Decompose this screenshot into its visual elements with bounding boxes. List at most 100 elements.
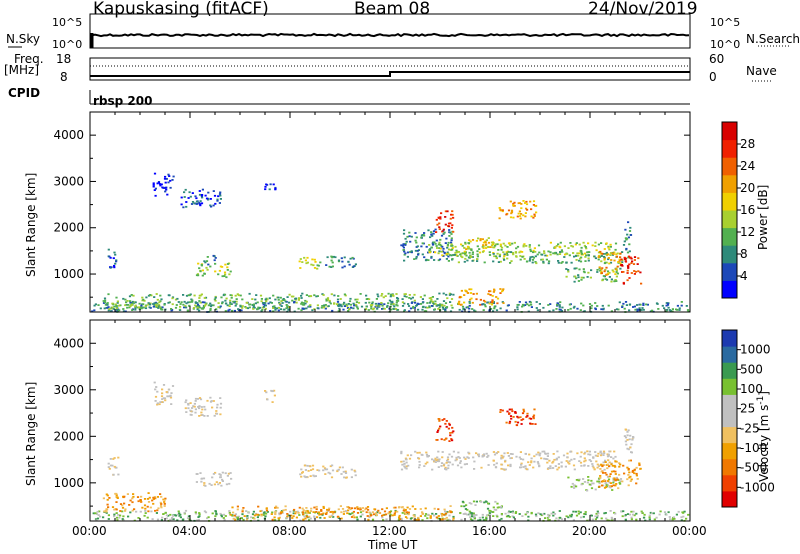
velocity-cell <box>403 511 406 514</box>
power-cell <box>445 237 448 240</box>
velocity-cell <box>604 512 607 514</box>
velocity-cell <box>487 454 490 457</box>
velocity-cell <box>404 457 407 460</box>
velocity-cell <box>228 512 231 514</box>
velocity-cell <box>119 503 123 505</box>
velocity-cell <box>193 402 196 405</box>
velocity-cell <box>316 516 319 519</box>
velocity-cell <box>559 516 562 519</box>
power-cell <box>154 194 157 197</box>
velocity-cell <box>296 510 299 513</box>
velocity-cell <box>567 476 570 479</box>
power-cell <box>522 244 525 247</box>
velocity-cell <box>146 505 149 508</box>
power-cell <box>395 293 398 295</box>
power-cell <box>300 303 303 305</box>
velocity-cell <box>493 463 496 466</box>
power-cell <box>182 294 185 296</box>
velocity-cell <box>270 389 273 392</box>
power-cell <box>597 254 601 257</box>
velocity-cell <box>612 484 615 487</box>
power-cell <box>568 303 571 306</box>
power-cell <box>457 303 461 306</box>
velocity-cell <box>353 469 356 472</box>
power-cell <box>680 304 683 307</box>
velocity-cell <box>628 459 631 462</box>
power-cell <box>235 298 238 300</box>
velocity-cell <box>583 513 586 515</box>
power-cell <box>641 307 644 309</box>
power-cell <box>188 301 191 304</box>
power-cell <box>440 234 444 237</box>
velocity-cell <box>294 511 297 513</box>
velocity-cell <box>509 457 512 460</box>
power-cell <box>498 207 501 209</box>
velocity-cell <box>218 473 221 475</box>
velocity-cell <box>582 478 585 480</box>
power-cell <box>423 234 426 237</box>
power-cell <box>516 245 520 248</box>
power-cell <box>493 255 496 258</box>
power-cell <box>512 216 515 219</box>
power-cell <box>526 208 529 211</box>
velocity-cell <box>132 493 135 495</box>
velocity-cell <box>221 471 224 474</box>
power-cell <box>106 304 109 306</box>
power-cell <box>510 211 514 213</box>
power-cell <box>451 258 454 260</box>
velocity-cell <box>164 511 167 514</box>
velocity-cell <box>349 508 352 511</box>
velocity-cell <box>271 390 274 392</box>
velocity-cell <box>292 515 295 518</box>
velocity-cell <box>171 516 174 519</box>
power-cell <box>613 280 616 283</box>
power-cell <box>241 307 244 309</box>
power-cell <box>386 306 389 308</box>
velocity-cell <box>631 471 634 473</box>
velocity-cell <box>613 450 616 453</box>
velocity-cell <box>469 511 472 514</box>
power-cell <box>324 304 327 306</box>
velocity-cell <box>437 508 440 511</box>
power-cell <box>389 305 392 308</box>
power-cell <box>509 244 512 246</box>
power-cell <box>196 308 199 311</box>
power-cell <box>204 303 207 306</box>
velocity-cell <box>480 466 483 469</box>
velocity-cell <box>198 407 201 410</box>
velocity-cell <box>672 516 676 519</box>
velocity-cell <box>504 468 507 471</box>
power-cell <box>425 245 428 248</box>
power-cell <box>185 294 189 297</box>
velocity-cell <box>366 506 370 508</box>
power-cell <box>525 260 529 263</box>
velocity-cell <box>467 457 470 459</box>
power-cell <box>272 183 275 186</box>
power-cell <box>313 308 316 310</box>
power-ytick-label: 3000 <box>53 174 84 188</box>
velocity-cell <box>327 508 330 511</box>
velocity-cell <box>566 452 569 455</box>
velocity-cell <box>682 515 685 518</box>
power-cell <box>180 196 183 199</box>
velocity-cell <box>242 507 245 509</box>
power-cell <box>531 261 534 264</box>
power-cell <box>152 185 155 188</box>
power-cell <box>254 298 257 301</box>
velocity-cell <box>163 501 166 503</box>
velocity-colorbar-label: Velocity [m s-1] <box>756 391 771 482</box>
velocity-cell <box>182 518 185 521</box>
power-cell <box>365 305 368 308</box>
power-cell <box>470 288 473 291</box>
power-cell <box>620 264 623 266</box>
power-cell <box>175 304 178 306</box>
power-cell <box>518 251 521 254</box>
power-cell <box>256 308 259 310</box>
power-cell <box>167 301 170 304</box>
power-cell <box>209 302 212 305</box>
velocity-cell <box>521 412 525 415</box>
power-cell <box>489 290 492 293</box>
velocity-cell <box>362 510 365 512</box>
power-cell <box>628 250 631 253</box>
power-cell <box>279 308 282 311</box>
